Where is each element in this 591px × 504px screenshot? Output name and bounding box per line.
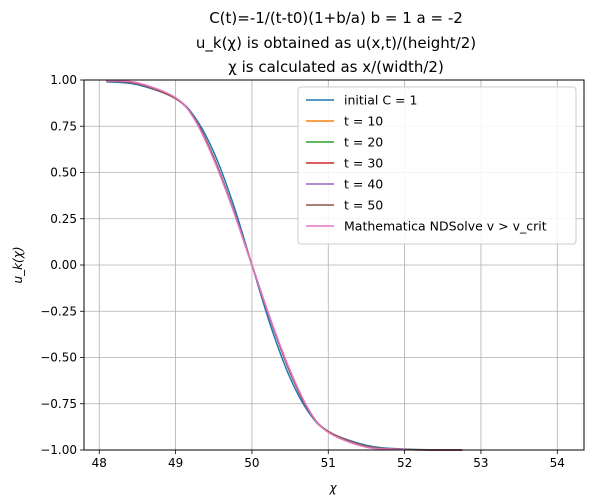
legend-entry-4: t = 40 [344, 177, 383, 192]
x-tick-label: 52 [397, 456, 412, 470]
y-tick-label: −1.00 [40, 443, 77, 457]
series-line-6 [106, 80, 406, 451]
y-tick-label: −0.75 [40, 397, 77, 411]
y-tick-label: 0.75 [50, 119, 77, 133]
axis-ticks: 48 49 50 51 52 53 54 −1.00 −0.75 −0.50 −0.25 0.00 0.… [40, 73, 565, 470]
x-tick-label: 48 [92, 456, 107, 470]
legend-entry-3: t = 30 [344, 156, 383, 171]
x-tick-label: 50 [244, 456, 259, 470]
x-tick-label: 54 [550, 456, 565, 470]
y-tick-label: 0.00 [50, 258, 77, 272]
legend-entry-1: t = 10 [344, 114, 383, 129]
y-axis-label: u_k(χ) [11, 246, 25, 283]
y-tick-label: 1.00 [50, 73, 77, 87]
y-tick-label: −0.50 [40, 351, 77, 365]
legend-entry-0: initial C = 1 [344, 93, 417, 108]
y-tick-label: 0.50 [50, 166, 77, 180]
chart-title-line-1: C(t)=-1/(t-t0)(1+b/a) b = 1 a = -2 [209, 9, 463, 27]
x-tick-label: 49 [168, 456, 183, 470]
series-lines [106, 80, 463, 451]
y-tick-label: −0.25 [40, 304, 77, 318]
legend-entry-2: t = 20 [344, 135, 383, 150]
x-tick-label: 53 [473, 456, 488, 470]
x-tick-label: 51 [321, 456, 336, 470]
y-tick-label: 0.25 [50, 212, 77, 226]
chart-title-line-3: χ is calculated as x/(width/2) [228, 58, 444, 76]
legend-entry-6: Mathematica NDSolve v > v_crit [344, 219, 547, 234]
legend: initial C = 1 t = 10 t = 20 t = 30 t = 40 t =… [297, 86, 577, 245]
legend-entry-5: t = 50 [344, 198, 383, 213]
chart-title-line-2: u_k(χ) is obtained as u(x,t)/(height/2) [196, 34, 476, 53]
legend-box [297, 86, 577, 245]
x-axis-label: χ [328, 481, 337, 495]
